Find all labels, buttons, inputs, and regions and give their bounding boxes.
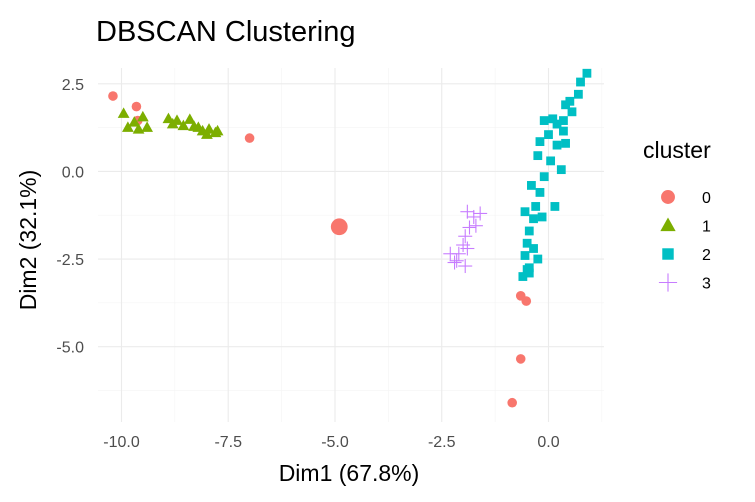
data-point <box>443 246 458 261</box>
legend-entry-2: 2 <box>662 247 711 264</box>
data-point <box>177 119 190 131</box>
data-point <box>521 296 532 306</box>
data-point <box>141 121 153 132</box>
legend-entry-3: 3 <box>658 273 711 293</box>
data-points <box>108 68 592 408</box>
data-point <box>468 218 483 233</box>
legend-label: 3 <box>702 276 711 293</box>
data-point <box>460 241 475 256</box>
data-point <box>518 272 528 281</box>
data-point <box>131 101 142 112</box>
data-point <box>546 156 556 166</box>
x-tick-label: 0.0 <box>537 434 559 451</box>
data-point <box>582 68 592 78</box>
legend-key-triangle-icon <box>660 217 676 232</box>
data-point <box>244 133 255 143</box>
data-point <box>117 107 130 118</box>
data-point <box>447 255 462 270</box>
data-point <box>507 397 517 408</box>
chart-title: DBSCAN Clustering <box>96 16 355 48</box>
data-point-large <box>330 218 348 236</box>
data-point <box>520 251 530 260</box>
y-tick-label: -5.0 <box>56 340 84 357</box>
data-point <box>128 116 141 127</box>
data-point <box>561 138 570 148</box>
data-point <box>535 137 545 147</box>
data-point <box>458 229 473 244</box>
data-point <box>527 181 536 190</box>
y-tick-label: -2.5 <box>56 252 84 269</box>
data-point <box>473 206 488 221</box>
y-axis-title: Dim2 (32.1%) <box>15 170 41 311</box>
y-tick-label: 2.5 <box>62 77 84 94</box>
x-axis-title: Dim1 (67.8%) <box>279 460 420 486</box>
data-point <box>544 130 553 139</box>
data-point <box>573 89 583 99</box>
legend-entry-0: 0 <box>661 190 711 207</box>
data-point <box>524 263 534 273</box>
data-point <box>122 121 134 132</box>
data-point <box>537 212 547 222</box>
x-tick-label: -5.0 <box>321 434 349 451</box>
legend-key-cross-icon <box>658 273 678 292</box>
series-1 <box>117 107 224 139</box>
data-point <box>524 268 534 278</box>
data-point <box>458 259 473 274</box>
legend-key-square-icon <box>662 248 674 260</box>
data-point <box>462 220 477 235</box>
data-point <box>552 140 562 150</box>
legend-entries: 0 1 2 3 <box>658 190 711 293</box>
data-point <box>522 238 532 248</box>
data-point <box>559 126 568 136</box>
data-point <box>539 172 549 182</box>
legend-label: 0 <box>702 190 711 207</box>
legend-label: 2 <box>702 247 711 264</box>
data-point <box>559 116 568 125</box>
legend-title: cluster <box>643 137 711 163</box>
data-point <box>567 107 577 117</box>
data-point <box>211 124 224 136</box>
data-point <box>576 77 585 87</box>
data-point <box>108 91 118 101</box>
data-point <box>550 202 560 211</box>
legend: cluster 0 1 2 3 <box>643 137 711 293</box>
x-tick-label: -10.0 <box>103 434 140 451</box>
x-tick-label: -2.5 <box>428 434 456 451</box>
series-3 <box>443 204 488 274</box>
data-point <box>203 123 215 134</box>
data-point <box>552 119 562 129</box>
data-point <box>533 151 543 161</box>
data-point <box>531 202 541 211</box>
data-point <box>183 113 196 124</box>
data-point <box>561 100 570 110</box>
data-point <box>466 209 481 224</box>
data-point <box>535 188 545 197</box>
data-point <box>524 226 534 236</box>
data-point <box>449 253 464 268</box>
x-tick-label: -7.5 <box>214 434 242 451</box>
y-tick-label: 0.0 <box>62 164 84 181</box>
legend-key-circle-icon <box>661 190 675 204</box>
legend-label: 1 <box>702 219 711 236</box>
series-2 <box>518 68 592 281</box>
data-point <box>548 114 558 124</box>
data-point <box>136 110 149 122</box>
data-point <box>529 214 538 224</box>
data-point <box>460 204 475 219</box>
legend-entry-1: 1 <box>660 217 711 236</box>
data-point <box>520 207 530 217</box>
data-point <box>515 354 526 364</box>
data-point <box>171 114 183 125</box>
data-point <box>539 116 549 125</box>
data-point <box>529 244 538 253</box>
data-point <box>132 123 145 134</box>
data-point <box>533 254 543 264</box>
data-point <box>556 165 566 175</box>
x-axis-ticks: -10.0 -7.5 -5.0 -2.5 0.0 <box>103 434 559 451</box>
y-axis-ticks: 2.5 0.0 -2.5 -5.0 <box>56 77 84 357</box>
